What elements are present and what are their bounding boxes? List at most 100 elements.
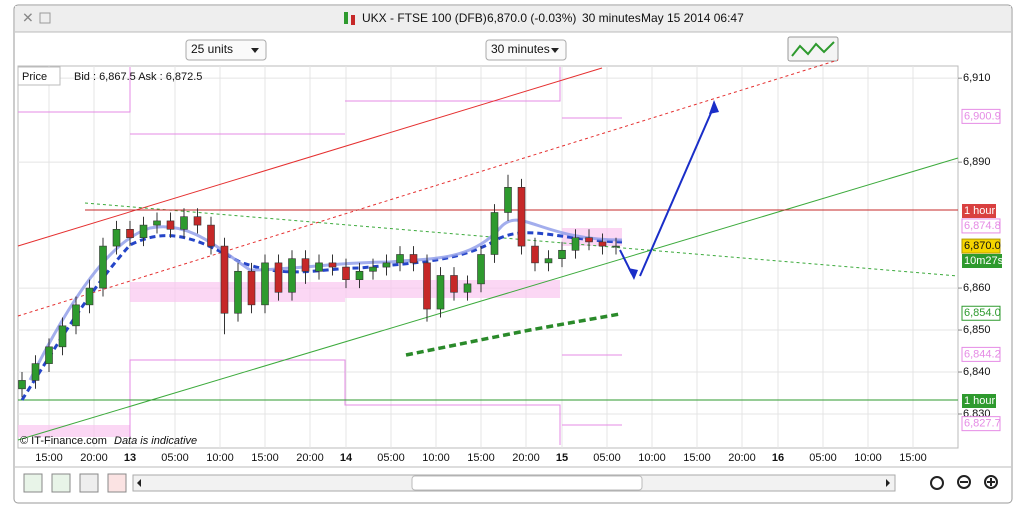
- price-tag: [961, 305, 1001, 321]
- x-tick-label: 20:00: [80, 452, 108, 464]
- plot-area: [17, 65, 959, 449]
- indicator-icon: [791, 41, 835, 57]
- price-tag-text: 6,844.2: [964, 348, 1001, 360]
- candle-body: [193, 216, 202, 226]
- candle-body: [369, 266, 377, 272]
- price-tag-text: 6,900.9: [964, 110, 1001, 122]
- price-tag: [961, 346, 1001, 362]
- price-tag: [961, 416, 1001, 432]
- x-tick-label: 10:00: [854, 452, 882, 464]
- x-tick-label: 05:00: [809, 452, 837, 464]
- x-tick-label: 05:00: [593, 452, 621, 464]
- zoom-in[interactable]: [984, 475, 998, 489]
- candle-body: [274, 262, 283, 293]
- y-tick-label: 6,840: [963, 366, 991, 378]
- candle-body: [112, 228, 121, 247]
- candle-body: [477, 254, 485, 285]
- candle-body: [180, 216, 188, 230]
- tool-button[interactable]: [79, 473, 99, 493]
- pivot-band: [18, 425, 130, 437]
- candle-body: [598, 241, 607, 247]
- resistance-tag: [962, 204, 996, 218]
- scroll-left[interactable]: [137, 479, 141, 487]
- countdown-tag: [962, 254, 1002, 268]
- candle-body: [288, 258, 296, 293]
- y-tick-label: 6,890: [963, 156, 991, 168]
- x-tick-label: 20:00: [296, 452, 324, 464]
- maximize-button[interactable]: [39, 12, 51, 24]
- title-bar: [15, 6, 1011, 32]
- candle-body: [558, 249, 566, 259]
- copyright: © IT-Finance.com: [20, 435, 107, 447]
- candle-body: [220, 245, 229, 314]
- x-tick-label: 20:00: [728, 452, 756, 464]
- tool-button[interactable]: [107, 473, 127, 493]
- candle-body: [450, 275, 458, 293]
- x-tick-label: 20:00: [512, 452, 540, 464]
- candle-body: [234, 270, 242, 314]
- panel-label-box: [17, 66, 61, 86]
- close-button[interactable]: ✕: [22, 10, 34, 26]
- arrow-head: [709, 100, 719, 114]
- arrow-head: [628, 268, 638, 280]
- panel-label: Price: [22, 71, 47, 83]
- price-tag: [961, 108, 1001, 124]
- trend-line: [17, 157, 959, 441]
- y-tick-label: 6,860: [963, 282, 991, 294]
- candle-body: [612, 245, 620, 248]
- pivot-line: [18, 67, 131, 113]
- resistance-tag-text: 1 hour: [964, 205, 996, 217]
- tool-button[interactable]: [51, 473, 71, 493]
- x-tick-label: 15: [556, 452, 568, 464]
- candle-body: [247, 270, 256, 306]
- units-value[interactable]: 25 units: [191, 42, 233, 56]
- candle-body: [423, 262, 431, 310]
- dropdown-arrow: [551, 48, 559, 53]
- price-tag-text: 6,870.0: [964, 240, 1001, 252]
- y-tick-label: 6,850: [963, 324, 991, 336]
- interval-value[interactable]: 30 minutes: [491, 42, 550, 56]
- candle-body: [85, 287, 94, 306]
- units-dropdown[interactable]: [185, 39, 267, 61]
- scroll-right[interactable]: [886, 479, 890, 487]
- x-tick-label: 10:00: [638, 452, 666, 464]
- x-tick-label: 05:00: [161, 452, 189, 464]
- x-tick-label: 15:00: [899, 452, 927, 464]
- notice: Data is indicative: [114, 435, 197, 447]
- support-tag: [962, 394, 996, 408]
- candle-body: [261, 262, 269, 306]
- pivot-line: [129, 359, 561, 445]
- candle-body: [463, 283, 472, 293]
- price-tag-text: 6,854.0: [964, 307, 1001, 319]
- countdown-text: 10m27s: [964, 255, 1004, 267]
- candle-icon: [351, 15, 355, 25]
- candle-body: [355, 270, 364, 280]
- x-tick-label: 10:00: [206, 452, 234, 464]
- price-tag-text: 6,874.8: [964, 220, 1001, 232]
- x-tick-label: 13: [124, 452, 136, 464]
- scroll-thumb[interactable]: [411, 475, 643, 491]
- x-tick-label: 15:00: [35, 452, 63, 464]
- zoom-out[interactable]: [957, 475, 971, 489]
- zoom-fit[interactable]: [930, 476, 944, 490]
- candle-body: [207, 224, 215, 247]
- price-tag: [961, 238, 1001, 254]
- tool-button[interactable]: [23, 473, 43, 493]
- candle-icon: [344, 12, 348, 24]
- instrument: UKX - FTSE 100 (DFB): [362, 11, 487, 25]
- zoom-in-sign: [987, 478, 995, 486]
- y-tick-label: 6,910: [963, 72, 991, 84]
- interval: 30 minutes: [582, 11, 641, 25]
- candle-body: [18, 380, 26, 390]
- candle-body: [31, 363, 40, 381]
- interval-dropdown[interactable]: [485, 39, 567, 61]
- candle-body: [315, 262, 323, 272]
- candle-body: [544, 258, 553, 264]
- candle-body: [571, 237, 580, 251]
- candle-body: [531, 245, 539, 264]
- pivot-line: [345, 67, 561, 102]
- candle-body: [72, 304, 80, 327]
- candle-body: [396, 254, 404, 264]
